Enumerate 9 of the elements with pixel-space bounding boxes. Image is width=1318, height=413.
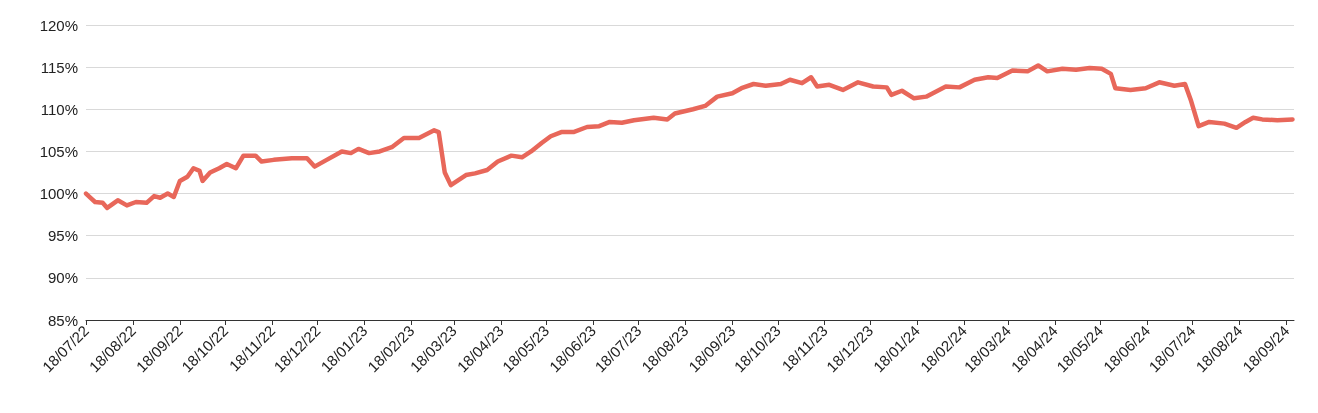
y-tick-label: 100% <box>39 185 78 203</box>
y-tick-label: 85% <box>47 311 78 329</box>
y-tick-label: 105% <box>39 142 78 160</box>
y-tick-label: 120% <box>39 16 78 34</box>
y-tick-label: 115% <box>40 58 78 76</box>
y-tick-label: 110% <box>40 100 78 118</box>
y-tick-label: 95% <box>47 227 78 245</box>
line-series <box>83 63 1295 211</box>
y-tick-label: 90% <box>47 269 78 287</box>
